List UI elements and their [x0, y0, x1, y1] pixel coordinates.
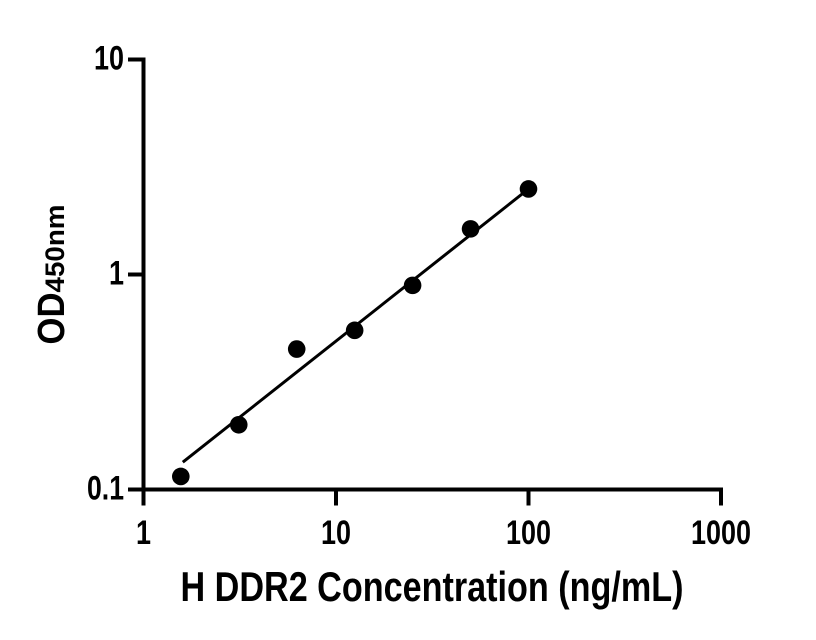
y-tick-label: 10 [94, 40, 124, 78]
y-axis-title-sub: 450nm [40, 205, 70, 293]
y-tick-label: 0.1 [87, 470, 124, 508]
data-point [287, 340, 306, 358]
data-point [461, 220, 480, 238]
x-tick-label: 1 [136, 514, 151, 552]
data-point [403, 276, 422, 295]
y-axis-title-main: OD [31, 293, 73, 345]
y-tick-label: 1 [109, 255, 124, 293]
x-tick-label: 100 [506, 514, 551, 552]
tick-marks [128, 57, 723, 506]
y-axis-title: OD450nm [31, 205, 73, 345]
data-point [172, 467, 190, 486]
data-series [172, 180, 538, 486]
x-tick-label: 10 [321, 514, 351, 552]
x-axis-title: H DDR2 Concentration (ng/mL) [181, 563, 684, 610]
data-point [345, 321, 364, 340]
tick-labels: 0.1 1 10 1 10 100 1000 [87, 40, 751, 553]
data-point [519, 180, 538, 198]
x-tick-label: 1000 [691, 514, 751, 552]
data-point [229, 415, 248, 434]
